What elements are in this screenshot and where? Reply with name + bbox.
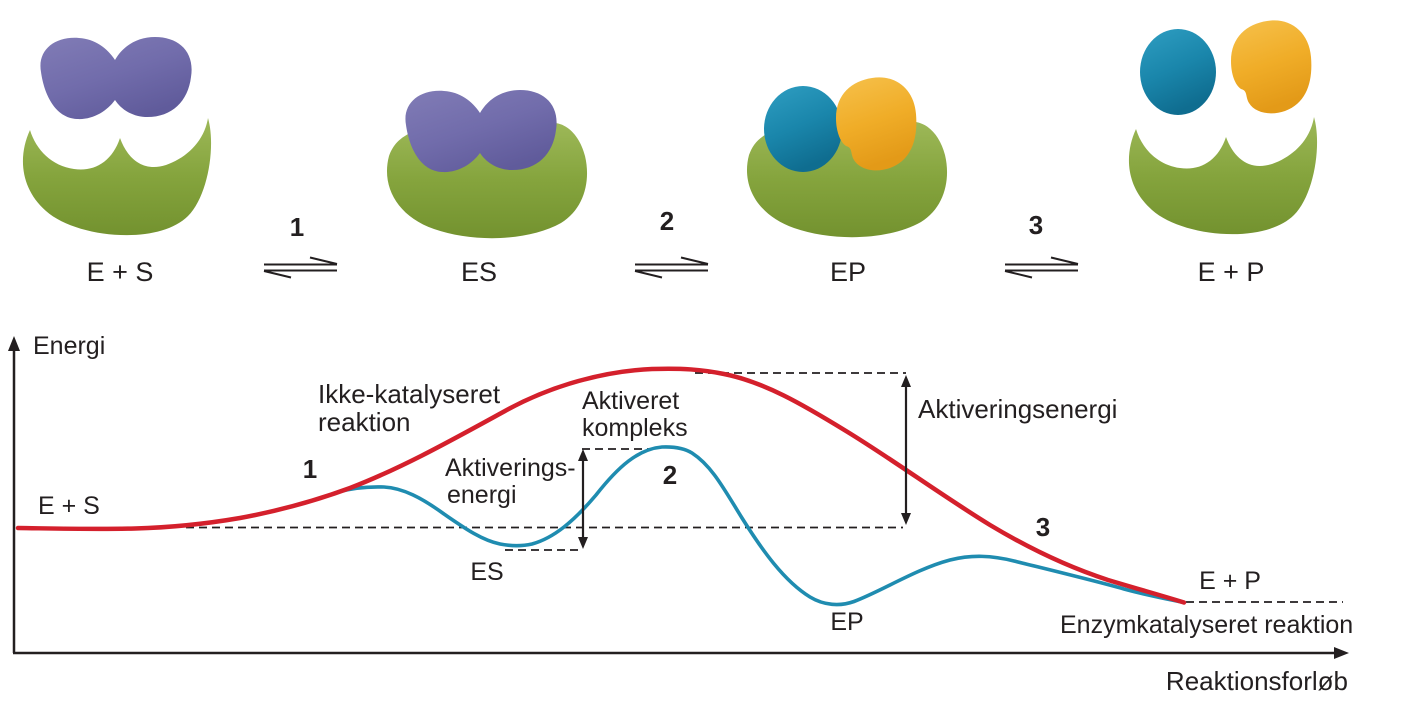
energy-plot: Energi Reaktionsforløb E + S ES EP E + P… [8,332,1353,696]
equilibrium-arrows-icon [634,256,709,279]
stage-label-ep: EP [830,257,866,287]
uncatalyzed-label-line1: Ikke-katalyseret [318,379,501,409]
stage-label-es: ES [461,257,497,287]
x-axis-label: Reaktionsforløb [1166,666,1348,696]
activated-complex-label-line2: kompleks [582,414,688,442]
enzyme-shape [22,118,212,236]
plot-step-1: 1 [303,454,317,484]
plot-label-ep: EP [830,608,863,636]
plot-label-start: E + S [38,492,100,520]
plot-step-3: 3 [1036,512,1050,542]
up-arrowhead-icon [578,449,588,461]
activated-complex-label-line1: Aktiveret [582,387,679,415]
plot-label-end: E + P [1199,567,1261,595]
activation-energy-arrow-uncatalyzed [901,375,911,525]
equilibrium-arrows-icon [1004,256,1079,279]
plot-step-2: 2 [663,460,677,490]
step-number-2: 2 [660,206,674,236]
activation-energy-catalyzed-label-line2: energi [447,481,517,509]
product-2-shape [1231,20,1312,114]
activation-energy-catalyzed-label-line1: Aktiverings- [445,454,576,482]
uncatalyzed-curve [15,366,1187,605]
activation-energy-uncatalyzed-label: Aktiveringsenergi [918,394,1117,424]
product-1-shape [764,86,842,172]
equilibrium-arrows-icon [263,256,338,279]
equilibrium-step-2: 2 [634,206,709,279]
substrate-shape [40,37,192,120]
product-1-shape [1140,29,1216,115]
step-number-3: 3 [1029,210,1043,240]
enzyme-shape [1128,117,1318,235]
y-axis-arrowhead-icon [8,336,20,351]
equilibrium-step-3: 3 [1004,210,1079,279]
uncatalyzed-label-line2: reaktion [318,407,411,437]
stage-enzyme-plus-product: E + P [1128,20,1318,287]
stage-label-e-plus-s: E + S [87,257,154,287]
y-axis-label: Energi [33,332,105,360]
reaction-scheme: E + S 1 ES 2 EP 3 E + [22,20,1318,287]
plot-label-es: ES [470,558,503,586]
up-arrowhead-icon [901,375,911,387]
equilibrium-step-1: 1 [263,212,338,279]
x-axis-arrowhead-icon [1334,647,1349,659]
stage-enzyme-substrate-complex: ES [386,90,588,287]
stage-enzyme-product-complex: EP [746,77,948,287]
catalyzed-curve-label: Enzymkatalyseret reaktion [1060,611,1353,639]
down-arrowhead-icon [901,513,911,525]
activation-energy-arrow-catalyzed [578,449,588,549]
step-number-1: 1 [290,212,304,242]
stage-label-e-plus-p: E + P [1198,257,1265,287]
catalyzed-curve [336,445,1186,607]
down-arrowhead-icon [578,537,588,549]
stage-enzyme-plus-substrate: E + S [22,37,212,287]
